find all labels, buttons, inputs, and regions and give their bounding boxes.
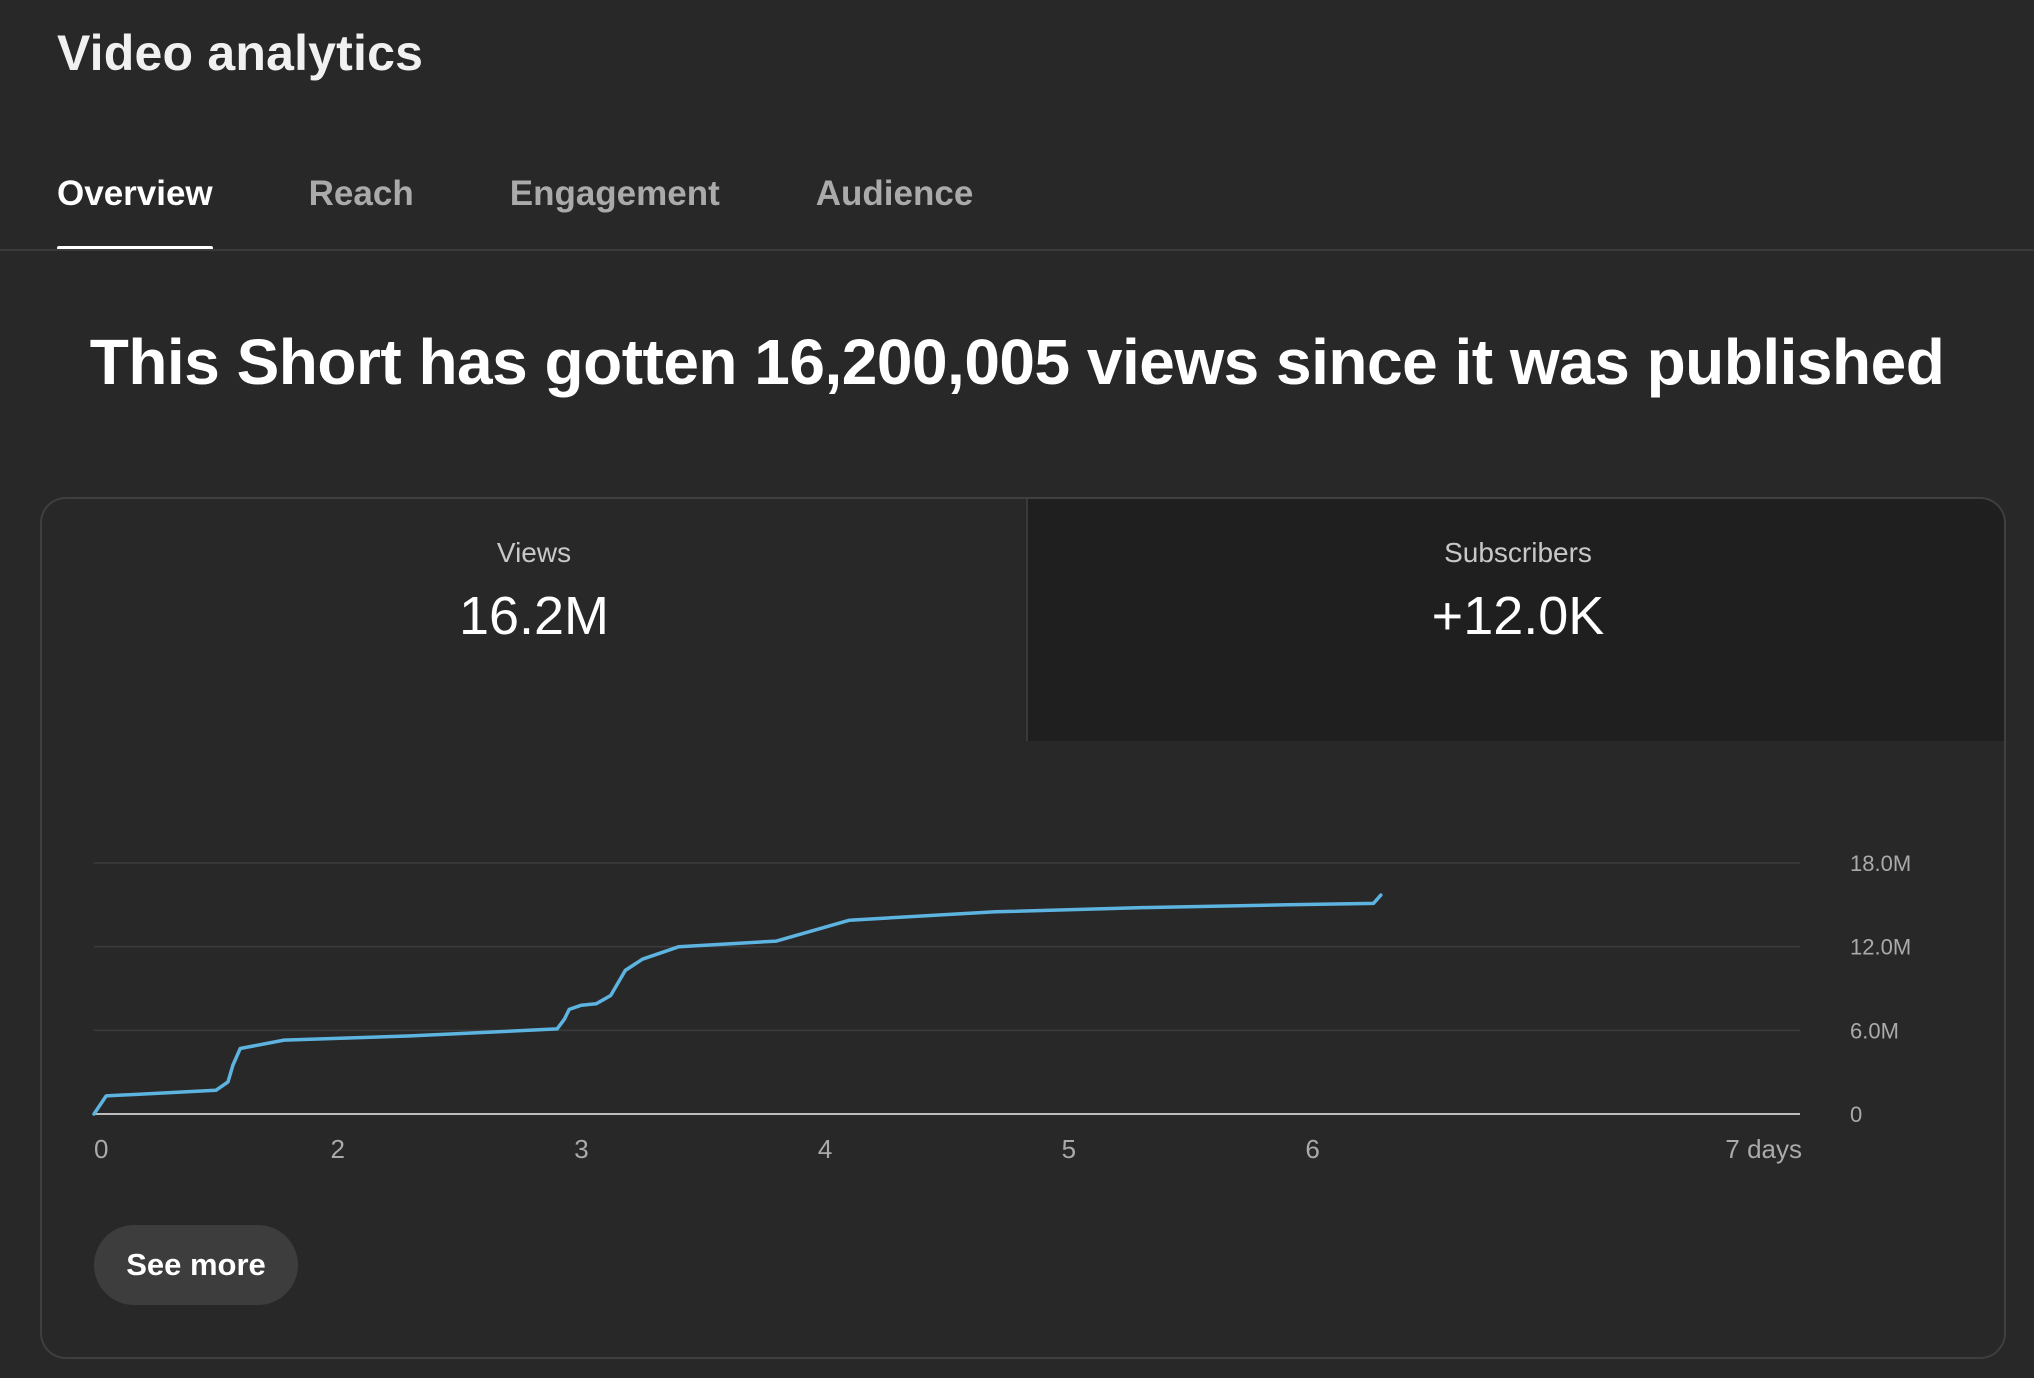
x-tick-label: 6 xyxy=(1305,1134,1319,1164)
tabs-divider xyxy=(0,249,2034,251)
tab-engagement[interactable]: Engagement xyxy=(509,174,720,213)
y-tick-label: 0 xyxy=(1850,1102,1862,1127)
x-tick-label: 7 days xyxy=(1725,1134,1802,1164)
views-series-line xyxy=(92,893,1383,1116)
metric-tab-subscribers[interactable]: Subscribers +12.0K xyxy=(1026,499,2004,741)
chart-x-ticks: 0 2 3 4 5 6 7 days xyxy=(94,1134,1802,1164)
y-tick-label: 6.0M xyxy=(1850,1018,1899,1043)
x-tick-label: 0 xyxy=(94,1134,108,1164)
tab-audience[interactable]: Audience xyxy=(815,174,974,213)
page-title: Video analytics xyxy=(57,25,424,81)
chart-gridlines xyxy=(94,862,1800,1115)
y-tick-label: 18.0M xyxy=(1850,851,1911,876)
x-tick-label: 5 xyxy=(1062,1134,1076,1164)
views-line-chart: 18.0M 12.0M 6.0M 0 0 2 3 4 5 6 7 days xyxy=(92,851,1911,1164)
chart-y-ticks: 18.0M 12.0M 6.0M 0 xyxy=(1850,851,1911,1127)
see-more-button[interactable]: See more xyxy=(94,1225,298,1305)
metric-value-subscribers: +12.0K xyxy=(1431,586,1605,646)
metric-value-views: 16.2M xyxy=(458,586,610,646)
analytics-tabs: Overview Reach Engagement Audience xyxy=(57,150,1069,250)
metric-tab-views[interactable]: Views 16.2M xyxy=(42,499,1026,741)
x-tick-label: 3 xyxy=(574,1134,588,1164)
y-tick-label: 12.0M xyxy=(1850,935,1911,960)
tab-overview[interactable]: Overview xyxy=(57,150,213,250)
metric-label-views: Views xyxy=(496,537,572,568)
tab-reach[interactable]: Reach xyxy=(308,174,414,213)
overview-card: Views 16.2M Subscribers +12.0K 18.0M 12.0… xyxy=(40,497,2006,1359)
x-tick-label: 2 xyxy=(330,1134,344,1164)
views-headline: This Short has gotten 16,200,005 views s… xyxy=(89,326,1945,398)
metric-label-subscribers: Subscribers xyxy=(1444,537,1592,568)
x-tick-label: 4 xyxy=(818,1134,832,1164)
chart-series xyxy=(92,893,1383,1116)
